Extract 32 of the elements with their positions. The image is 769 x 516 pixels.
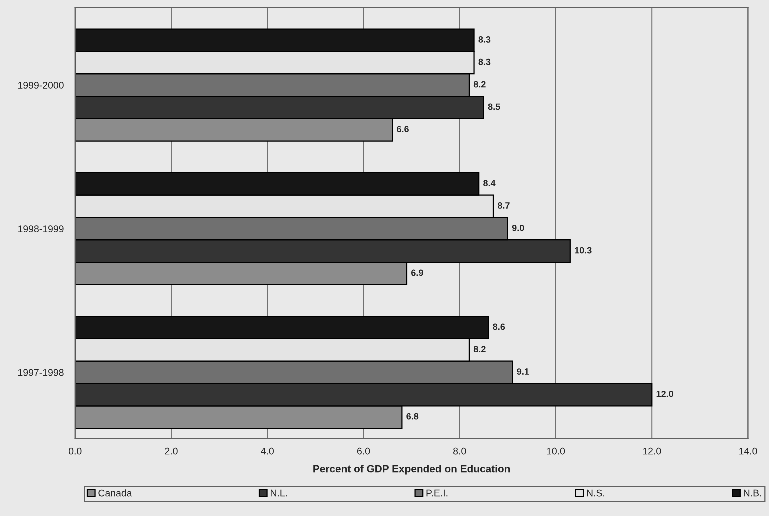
- x-tick-label: 2.0: [165, 448, 178, 455]
- legend-label: N.S.: [587, 490, 604, 497]
- data-label: 8.5: [488, 104, 500, 110]
- legend-label: Canada: [98, 490, 132, 497]
- data-label: 8.2: [474, 81, 486, 88]
- x-axis-title: Percent of GDP Expended on Education: [314, 465, 510, 475]
- x-tick-label: 12.0: [643, 448, 662, 455]
- data-label: 8.3: [478, 58, 491, 66]
- legend-label: P.E.I.: [426, 490, 448, 497]
- x-tick-label: 6.0: [357, 448, 370, 455]
- data-label: 8.6: [493, 324, 506, 330]
- x-tick-label: 10.0: [547, 448, 566, 455]
- x-tick-label: 0.0: [68, 448, 82, 455]
- y-tick-label: 1998-1999: [18, 226, 64, 233]
- x-tick-label: 8.0: [454, 448, 466, 455]
- data-label: 8.7: [498, 202, 510, 209]
- data-label: 10.3: [575, 247, 592, 254]
- data-label: 8.2: [474, 346, 486, 353]
- data-label: 12.0: [656, 390, 674, 398]
- data-label: 9.0: [512, 224, 524, 232]
- data-label: 6.6: [397, 126, 409, 133]
- data-label: 6.8: [406, 413, 419, 420]
- legend-label: N.B.: [744, 490, 762, 497]
- y-tick-label: 1999-2000: [18, 82, 64, 89]
- data-label: 9.1: [517, 368, 530, 375]
- data-label: 6.9: [411, 270, 424, 276]
- data-label: 8.3: [478, 36, 491, 43]
- y-tick-label: 1997-1998: [18, 369, 64, 376]
- data-label: 8.4: [484, 180, 496, 187]
- x-tick-label: 4.0: [261, 448, 274, 455]
- legend-label: N.L.: [271, 490, 288, 497]
- x-tick-label: 14.0: [740, 448, 758, 455]
